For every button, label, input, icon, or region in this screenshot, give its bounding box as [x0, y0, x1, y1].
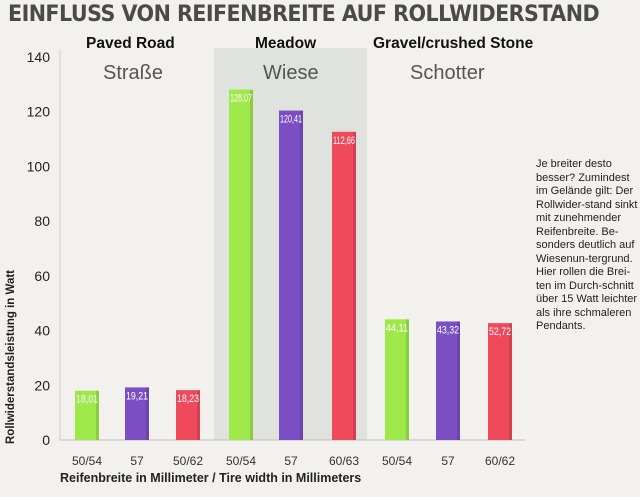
- y-tick-label: 120: [27, 104, 51, 120]
- bar-straße-2: [176, 390, 200, 440]
- bar-value-label: 128,07: [230, 93, 252, 105]
- group-label-de-strasse: Straße: [103, 62, 164, 84]
- bar-shade: [146, 387, 149, 440]
- x-tick-label: 50/54: [382, 454, 412, 468]
- bar-shade: [250, 89, 253, 440]
- bar-value-label: 120,41: [280, 114, 302, 126]
- bar-wiese-2: [332, 131, 356, 440]
- bar-value-label: 43,32: [437, 324, 459, 336]
- bar-wiese-1: [279, 110, 303, 440]
- bar-schotter-0: [385, 319, 409, 440]
- x-tick-label: 50/54: [72, 454, 102, 468]
- bar-wiese-0: [229, 89, 253, 440]
- y-tick-label: 80: [34, 213, 50, 229]
- y-tick-label: 0: [42, 432, 50, 448]
- bar-shade: [509, 323, 512, 440]
- x-tick-label: 57: [284, 454, 298, 468]
- bar-schotter-1: [436, 321, 460, 440]
- bar-shade: [96, 390, 99, 440]
- bar-shade: [353, 131, 356, 440]
- bar-shade: [406, 319, 409, 440]
- bar-value-label: 18,01: [76, 394, 98, 406]
- x-tick-label: 50/62: [173, 454, 203, 468]
- y-tick-label: 40: [34, 323, 50, 339]
- bar-shade: [457, 321, 460, 440]
- group-label-en-meadow: Meadow: [255, 35, 317, 52]
- x-tick-label: 57: [441, 454, 455, 468]
- x-tick-label: 57: [130, 454, 144, 468]
- y-axis-label: Rollwiderstandsleistung in Watt: [5, 270, 17, 444]
- y-tick-label: 20: [34, 377, 50, 393]
- group-label-de-schotter: Schotter: [410, 62, 485, 84]
- group-label-de-wiese: Wiese: [263, 62, 319, 84]
- x-axis-label: Reifenbreite in Millimeter / Tire width …: [60, 471, 362, 485]
- bar-schotter-2: [488, 323, 512, 440]
- x-tick-label: 50/54: [226, 454, 256, 468]
- y-tick-label: 60: [34, 268, 50, 284]
- group-label-en-gravel: Gravel/crushed Stone: [373, 35, 534, 52]
- bar-value-label: 52,72: [489, 326, 511, 338]
- bar-value-label: 44,11: [386, 322, 408, 334]
- y-tick-label: 100: [27, 158, 51, 174]
- x-tick-label: 60/63: [329, 454, 359, 468]
- bar-shade: [197, 390, 200, 440]
- group-label-en-paved-road: Paved Road: [86, 35, 175, 52]
- bar-value-label: 18,23: [177, 393, 199, 405]
- x-tick-label: 60/62: [485, 454, 515, 468]
- y-tick-label: 140: [27, 49, 51, 65]
- bar-shade: [300, 110, 303, 440]
- bar-value-label: 112,66: [333, 135, 355, 147]
- side-note-text: Je breiter desto besser? Zumindest im Ge…: [536, 158, 638, 332]
- bar-value-label: 19,21: [126, 390, 148, 402]
- chart-title: EINFLUSS VON REIFENBREITE AUF ROLLWIDERS…: [8, 2, 600, 27]
- bar-straße-1: [125, 387, 149, 440]
- bar-straße-0: [75, 390, 99, 440]
